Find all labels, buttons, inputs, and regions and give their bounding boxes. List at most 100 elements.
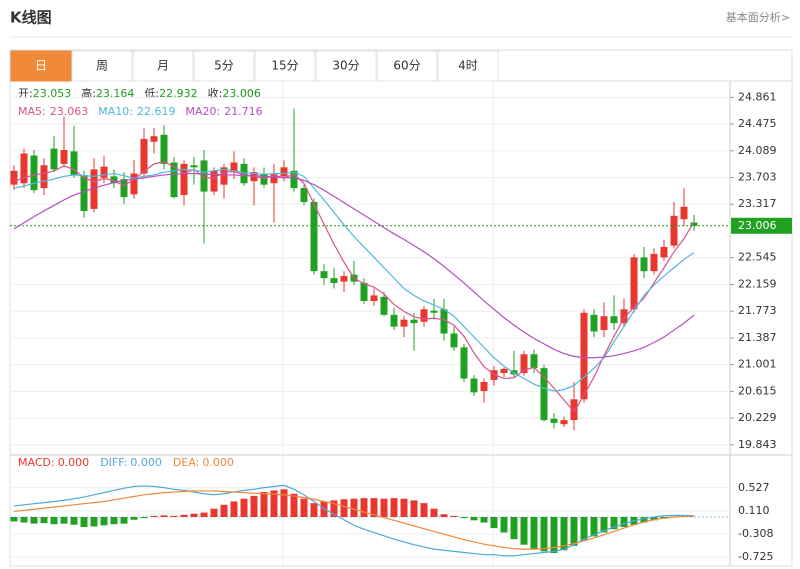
legend-entry: MA20: 21.716 xyxy=(185,105,262,118)
ohlc-info: 开:23.053 xyxy=(18,87,71,100)
tab[interactable] xyxy=(71,50,133,82)
tab[interactable] xyxy=(376,50,438,82)
ohlc-label: 开: xyxy=(18,87,33,100)
candle-body xyxy=(140,138,148,174)
tab-label[interactable]: 月 xyxy=(157,59,169,73)
macd-bar xyxy=(180,514,188,518)
candle-body xyxy=(40,165,48,189)
macd-bar xyxy=(650,517,658,521)
macd-bar xyxy=(480,517,488,523)
macd-bar xyxy=(640,517,648,523)
candle-body xyxy=(640,257,648,272)
macd-bar xyxy=(500,517,508,533)
macd-bar xyxy=(550,517,558,554)
macd-legend-value: 0.000 xyxy=(202,456,234,469)
candle-body xyxy=(180,163,188,196)
macd-tick-label: -0.725 xyxy=(738,550,773,563)
macd-bar xyxy=(620,517,628,527)
macd-bar xyxy=(390,498,398,518)
macd-bar xyxy=(10,517,18,522)
y-tick-label: 21.001 xyxy=(738,358,777,371)
tab-label[interactable]: 15分 xyxy=(271,59,298,73)
candle-body xyxy=(560,420,568,425)
candle-body xyxy=(430,310,438,313)
candle-body xyxy=(660,246,668,258)
candle-body xyxy=(550,418,558,423)
macd-bar xyxy=(240,498,248,518)
y-tick-label: 24.475 xyxy=(738,117,777,130)
candle-body xyxy=(530,354,538,369)
macd-bar xyxy=(460,517,468,519)
candle-body xyxy=(150,136,158,142)
macd-bar xyxy=(190,513,198,518)
tab[interactable] xyxy=(254,50,316,82)
candle-body xyxy=(240,163,248,184)
tab-label[interactable]: 30分 xyxy=(332,59,359,73)
candle-body xyxy=(380,296,388,315)
dea-line xyxy=(13,490,694,550)
candle-body xyxy=(490,370,498,380)
candle-body xyxy=(270,174,278,184)
candle-body xyxy=(440,309,448,334)
candle-body xyxy=(630,257,638,310)
ohlc-value: 23.006 xyxy=(222,87,261,100)
ohlc-value: 22.932 xyxy=(159,87,198,100)
ohlc-info: 低:22.932 xyxy=(144,87,197,100)
macd-bar xyxy=(310,503,318,518)
tab-label[interactable]: 4时 xyxy=(458,59,478,73)
y-tick-label: 23.317 xyxy=(738,197,777,210)
candle-body xyxy=(680,206,688,220)
tab[interactable] xyxy=(315,50,377,82)
y-tick-label: 24.089 xyxy=(738,144,777,157)
macd-legend-name: DEA: xyxy=(173,456,199,469)
candle-body xyxy=(290,170,298,189)
tab-label[interactable]: 周 xyxy=(96,59,108,73)
tab-label[interactable]: 5分 xyxy=(214,59,234,73)
candle-body xyxy=(20,153,28,184)
candle-body xyxy=(120,179,128,198)
chart-title: K线图 xyxy=(10,9,52,27)
macd-bar xyxy=(160,515,168,518)
candle-body xyxy=(670,215,678,246)
candle-body xyxy=(360,282,368,301)
candle-body xyxy=(260,174,268,185)
macd-bar xyxy=(520,517,528,545)
candle-body xyxy=(100,166,108,178)
candle-body xyxy=(220,167,228,185)
candle-body xyxy=(90,169,98,209)
candle-body xyxy=(80,174,88,211)
macd-tick-label: 0.527 xyxy=(738,481,770,494)
candle-body xyxy=(690,222,698,226)
macd-bar xyxy=(230,501,238,518)
macd-bar xyxy=(350,498,358,518)
y-tick-label: 19.843 xyxy=(738,438,777,451)
candle-body xyxy=(620,309,628,324)
candle-body xyxy=(130,173,138,195)
candle-body xyxy=(650,253,658,272)
macd-bar xyxy=(590,517,598,537)
macd-bar xyxy=(560,517,568,551)
tab[interactable] xyxy=(10,50,72,82)
tab[interactable] xyxy=(437,50,499,82)
legend-name: MA5: xyxy=(18,105,46,118)
tab[interactable] xyxy=(193,50,255,82)
ohlc-value: 23.053 xyxy=(33,87,72,100)
fundamental-link[interactable]: 基本面分析> xyxy=(726,10,790,24)
macd-bar xyxy=(470,517,478,521)
tab[interactable] xyxy=(132,50,194,82)
candle-body xyxy=(400,319,408,327)
candle-body xyxy=(570,399,578,421)
candle-body xyxy=(460,347,468,379)
macd-legend-value: 0.000 xyxy=(58,456,90,469)
macd-bar xyxy=(400,498,408,518)
macd-bar xyxy=(250,495,258,518)
candle-body xyxy=(520,354,528,373)
candle-body xyxy=(60,150,68,164)
macd-bar xyxy=(40,517,48,524)
tab-label[interactable]: 60分 xyxy=(393,59,420,73)
tab-label[interactable]: 日 xyxy=(35,59,47,73)
macd-legend-value: 0.000 xyxy=(130,456,162,469)
macd-bar xyxy=(580,517,588,541)
candle-body xyxy=(210,170,218,192)
